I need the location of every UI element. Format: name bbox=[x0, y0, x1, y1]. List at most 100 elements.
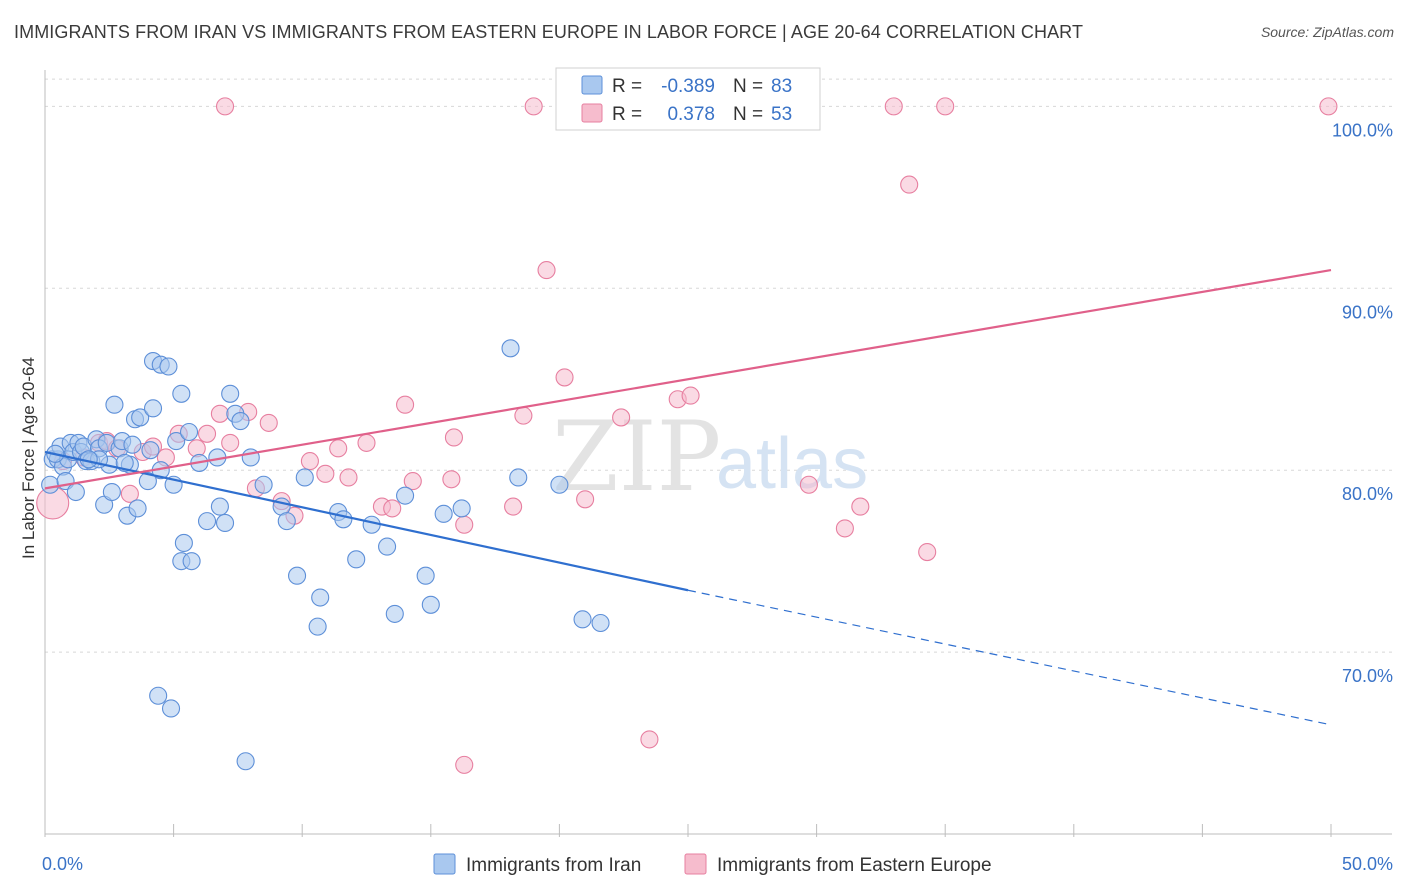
legend-ee-r-value: 0.378 bbox=[667, 104, 715, 125]
iran-point-46 bbox=[210, 497, 229, 516]
series-legend: Immigrants from Iran Immigrants from Eas… bbox=[433, 853, 992, 876]
ee-point-47 bbox=[936, 97, 955, 116]
ee-point-20 bbox=[300, 452, 319, 471]
ee-point-29 bbox=[442, 470, 461, 489]
iran-point-61 bbox=[347, 550, 366, 569]
ee-point-27 bbox=[396, 395, 415, 414]
iran-point-32 bbox=[143, 399, 163, 418]
y-tick-label-3: 100.0% bbox=[1332, 120, 1393, 140]
ee-point-33 bbox=[514, 406, 533, 425]
ee-point-46 bbox=[918, 542, 937, 562]
ee-point-26 bbox=[383, 499, 402, 518]
ee-point-40 bbox=[681, 386, 700, 405]
iran-point-57 bbox=[311, 588, 330, 607]
ee-point-51 bbox=[884, 97, 903, 116]
iran-point-38 bbox=[167, 432, 186, 451]
iran-point-48 bbox=[221, 384, 240, 403]
bottom-legend-iran: Immigrants from Iran bbox=[466, 855, 641, 876]
iran-point-42 bbox=[179, 422, 199, 442]
watermark: ZIP atlas bbox=[552, 401, 868, 513]
iran-point-9 bbox=[66, 482, 85, 502]
ee-point-31 bbox=[455, 515, 474, 534]
ee-point-43 bbox=[835, 519, 854, 538]
iran-point-74 bbox=[591, 613, 610, 633]
iran-point-0 bbox=[41, 475, 60, 494]
ee-point-38 bbox=[640, 730, 659, 749]
legend-iran-n-label: N = bbox=[733, 76, 763, 97]
iran-point-63 bbox=[378, 537, 397, 556]
legend-ee-r-label: R = bbox=[612, 104, 642, 125]
ee-point-48 bbox=[524, 97, 543, 116]
iran-point-67 bbox=[421, 595, 440, 614]
ee-point-17 bbox=[259, 413, 278, 432]
iran-point-60 bbox=[334, 510, 353, 529]
bottom-legend-swatch-eastern-europe bbox=[684, 853, 707, 875]
trend-line-iran bbox=[44, 450, 689, 592]
ee-point-32 bbox=[504, 497, 523, 516]
iran-point-75 bbox=[149, 686, 168, 705]
ee-point-50 bbox=[1319, 97, 1338, 116]
iran-point-72 bbox=[550, 475, 569, 494]
series-iran-points bbox=[41, 339, 610, 771]
iran-point-62 bbox=[362, 515, 381, 534]
stats-legend: R = -0.389 N = 83 R = 0.378 N = 53 bbox=[555, 67, 821, 131]
ee-point-28 bbox=[403, 472, 422, 491]
ee-point-34 bbox=[537, 261, 556, 280]
iran-point-64 bbox=[385, 604, 404, 623]
iran-point-50 bbox=[231, 412, 250, 431]
iran-point-76 bbox=[161, 699, 181, 718]
ee-point-45 bbox=[900, 175, 919, 194]
iran-point-28 bbox=[128, 499, 147, 518]
ee-point-49 bbox=[455, 755, 474, 774]
iran-point-47 bbox=[215, 513, 235, 532]
iran-point-52 bbox=[254, 475, 273, 494]
iran-point-29 bbox=[131, 408, 150, 427]
source-credit: Source: ZipAtlas.com bbox=[1260, 24, 1394, 40]
ee-point-14 bbox=[221, 433, 240, 452]
legend-iran-r-label: R = bbox=[612, 76, 642, 97]
trend-lines bbox=[44, 269, 1332, 726]
bottom-legend-swatch-iran bbox=[433, 853, 456, 875]
iran-point-66 bbox=[416, 566, 435, 585]
ee-point-52 bbox=[215, 97, 235, 116]
y-tick-label-2: 90.0% bbox=[1342, 302, 1393, 322]
y-tick-label-0: 70.0% bbox=[1342, 666, 1393, 686]
legend-iran-n-value: 83 bbox=[771, 76, 792, 97]
ee-point-13 bbox=[210, 404, 229, 423]
ee-point-23 bbox=[339, 468, 358, 487]
ee-point-21 bbox=[316, 464, 335, 483]
iran-point-54 bbox=[277, 512, 296, 531]
iran-point-31 bbox=[141, 441, 160, 460]
iran-point-36 bbox=[159, 357, 178, 376]
legend-swatch-iran bbox=[581, 75, 603, 95]
iran-point-70 bbox=[501, 339, 520, 358]
iran-point-55 bbox=[288, 566, 307, 585]
iran-point-40 bbox=[174, 533, 193, 553]
iran-point-39 bbox=[172, 384, 191, 403]
watermark-atlas: atlas bbox=[716, 424, 868, 504]
iran-point-44 bbox=[197, 512, 217, 531]
trend-line-iran-extension bbox=[687, 589, 1332, 726]
x-tick-label-min: 0.0% bbox=[42, 854, 83, 874]
ee-point-36 bbox=[576, 490, 595, 509]
chart-title: IMMIGRANTS FROM IRAN VS IMMIGRANTS FROM … bbox=[14, 22, 1084, 42]
iran-point-58 bbox=[308, 617, 327, 636]
legend-ee-n-label: N = bbox=[733, 104, 763, 125]
ee-point-30 bbox=[444, 428, 463, 447]
legend-iran-r-value: -0.389 bbox=[661, 76, 715, 97]
bottom-legend-eastern-europe: Immigrants from Eastern Europe bbox=[717, 855, 992, 876]
ee-point-22 bbox=[329, 439, 348, 458]
y-tick-label-1: 80.0% bbox=[1342, 484, 1393, 504]
iran-point-20 bbox=[102, 482, 121, 502]
iran-point-71 bbox=[509, 468, 528, 487]
iran-point-65 bbox=[396, 486, 415, 505]
y-axis-title: In Labor Force | Age 20-64 bbox=[19, 357, 38, 559]
iran-point-56 bbox=[295, 468, 314, 487]
ee-point-44 bbox=[851, 497, 870, 516]
y-tick-labels: 70.0% 80.0% 90.0% 100.0% bbox=[1332, 120, 1393, 686]
iran-point-73 bbox=[573, 610, 592, 629]
ee-point-35 bbox=[555, 368, 574, 387]
ee-point-12 bbox=[197, 424, 217, 443]
ee-point-42 bbox=[799, 475, 818, 494]
